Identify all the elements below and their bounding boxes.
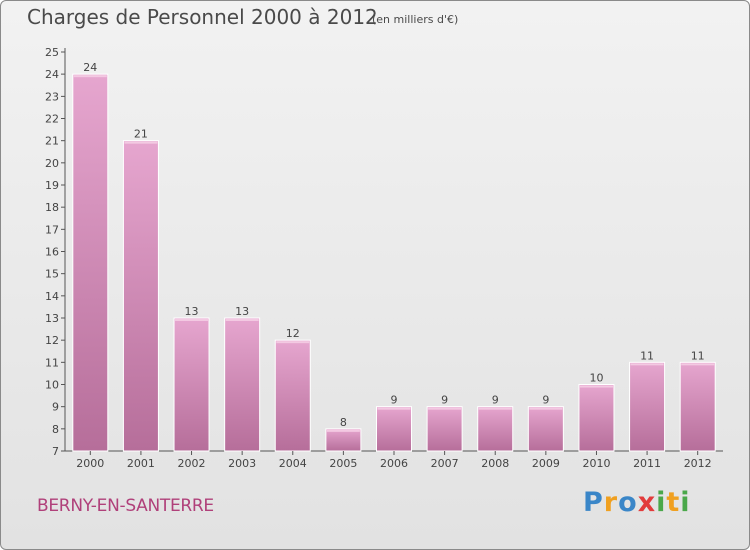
bar	[72, 73, 109, 452]
bar-highlight	[225, 319, 259, 321]
logo-letter: o	[618, 487, 638, 518]
y-tick-label: 18	[45, 201, 59, 214]
bar	[527, 406, 564, 452]
bar-value-label: 13	[185, 305, 199, 318]
logo-letter: i	[656, 487, 667, 518]
y-tick-label: 20	[45, 157, 59, 170]
bar	[122, 140, 159, 452]
y-tick-label: 23	[45, 90, 59, 103]
bar	[173, 317, 210, 452]
bar-value-label: 11	[691, 349, 705, 362]
x-tick-label: 2004	[279, 457, 307, 470]
bar-value-label: 12	[286, 327, 300, 340]
bar-value-label: 10	[589, 372, 603, 385]
bar	[679, 361, 716, 452]
y-tick-label: 10	[45, 379, 59, 392]
chart-unit: (en milliers d'€)	[372, 13, 459, 26]
bar-value-label: 13	[235, 305, 249, 318]
proxiti-logo: Proxiti	[583, 487, 691, 518]
bar-value-label: 9	[492, 394, 499, 407]
y-tick-label: 9	[52, 401, 59, 414]
y-tick-label: 8	[52, 423, 59, 436]
bar-highlight	[681, 363, 715, 366]
y-tick-label: 22	[45, 113, 59, 126]
logo-letter: t	[666, 487, 681, 518]
x-tick-label: 2010	[582, 457, 610, 470]
y-tick-label: 24	[45, 68, 59, 81]
y-tick-label: 19	[45, 179, 59, 192]
x-tick-label: 2008	[481, 457, 509, 470]
bar-value-label: 9	[441, 394, 448, 407]
y-tick-label: 14	[45, 290, 59, 303]
bar-value-label: 24	[83, 61, 97, 74]
x-tick-label: 2005	[329, 457, 357, 470]
x-tick-label: 2001	[127, 457, 155, 470]
x-tick-label: 2009	[532, 457, 560, 470]
bar	[325, 428, 362, 452]
bar-value-label: 9	[391, 394, 398, 407]
bar-highlight	[276, 341, 310, 344]
bar	[477, 406, 514, 452]
logo-letter: x	[637, 487, 657, 518]
bar-highlight	[428, 407, 462, 410]
bar-highlight	[630, 363, 664, 366]
x-tick-label: 2003	[228, 457, 256, 470]
y-tick-label: 15	[45, 268, 59, 281]
bar	[578, 384, 615, 452]
bar-value-label: 8	[340, 416, 347, 429]
y-tick-label: 11	[45, 356, 59, 369]
commune-name: BERNY-EN-SANTERRE	[37, 496, 214, 516]
x-tick-label: 2000	[76, 457, 104, 470]
bar-highlight	[377, 407, 411, 410]
y-tick-label: 17	[45, 223, 59, 236]
bar-highlight	[73, 75, 107, 78]
bar	[274, 339, 311, 452]
x-tick-label: 2012	[684, 457, 712, 470]
bar-value-label: 9	[542, 394, 549, 407]
x-tick-label: 2002	[178, 457, 206, 470]
bar-highlight	[124, 141, 158, 144]
y-tick-label: 16	[45, 246, 59, 259]
y-tick-label: 12	[45, 334, 59, 347]
bar-value-label: 21	[134, 128, 148, 141]
bar-highlight	[175, 319, 209, 321]
bar-highlight	[326, 429, 360, 432]
bar	[426, 406, 463, 452]
logo-letter: P	[583, 487, 604, 518]
x-tick-label: 2006	[380, 457, 408, 470]
y-tick-label: 25	[45, 46, 59, 59]
bar-value-label: 11	[640, 349, 654, 362]
logo-letter: i	[680, 487, 691, 518]
bar-highlight	[478, 407, 512, 410]
bar-highlight	[579, 385, 613, 388]
y-tick-label: 13	[45, 312, 59, 325]
x-tick-label: 2007	[431, 457, 459, 470]
logo-letter: r	[603, 487, 619, 518]
x-tick-label: 2011	[633, 457, 661, 470]
bar-highlight	[529, 407, 563, 410]
bar	[629, 361, 666, 452]
y-tick-label: 21	[45, 135, 59, 148]
chart-title: Charges de Personnel 2000 à 2012	[27, 5, 378, 29]
y-tick-label: 7	[52, 445, 59, 458]
bar	[376, 406, 412, 452]
bar	[224, 317, 261, 452]
